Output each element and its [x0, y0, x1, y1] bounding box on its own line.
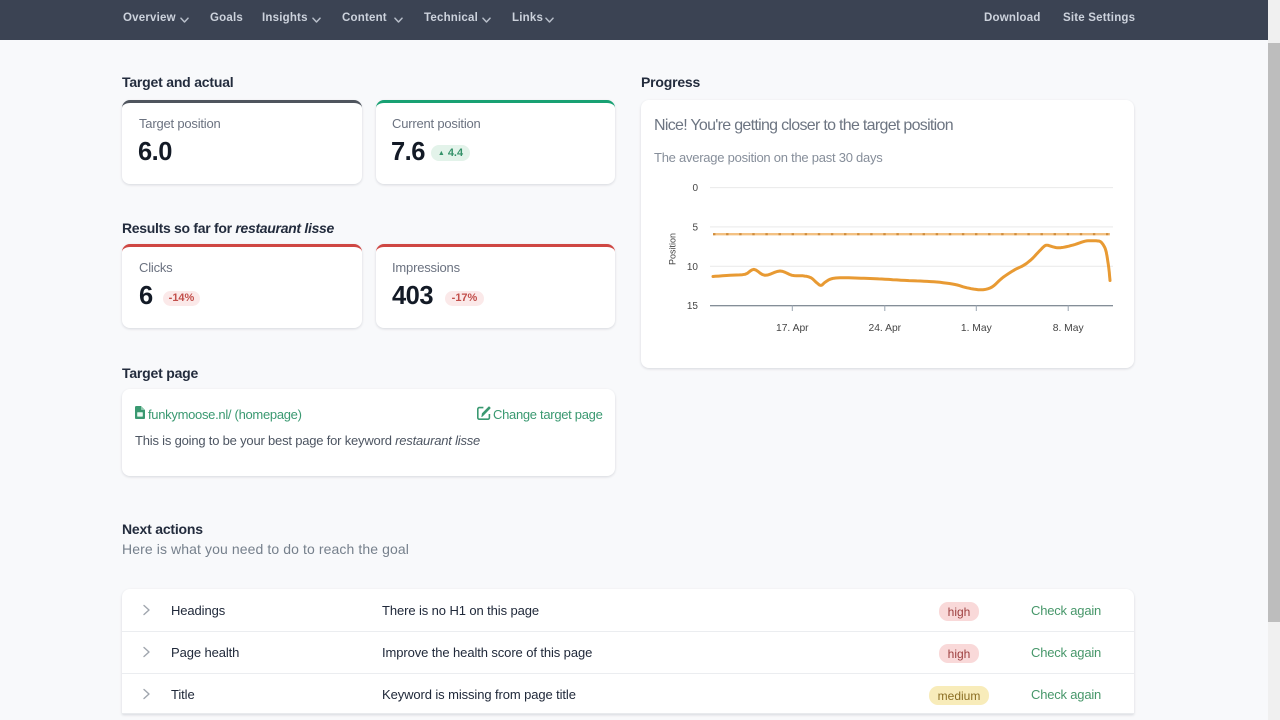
- svg-text:Position: Position: [668, 233, 678, 265]
- svg-text:1. May: 1. May: [961, 323, 993, 334]
- svg-text:0: 0: [692, 183, 698, 194]
- svg-text:8. May: 8. May: [1053, 323, 1085, 334]
- svg-text:15: 15: [687, 301, 699, 312]
- svg-text:17. Apr: 17. Apr: [776, 323, 809, 334]
- svg-text:10: 10: [687, 262, 699, 273]
- svg-text:5: 5: [692, 222, 698, 233]
- svg-text:24. Apr: 24. Apr: [868, 323, 901, 334]
